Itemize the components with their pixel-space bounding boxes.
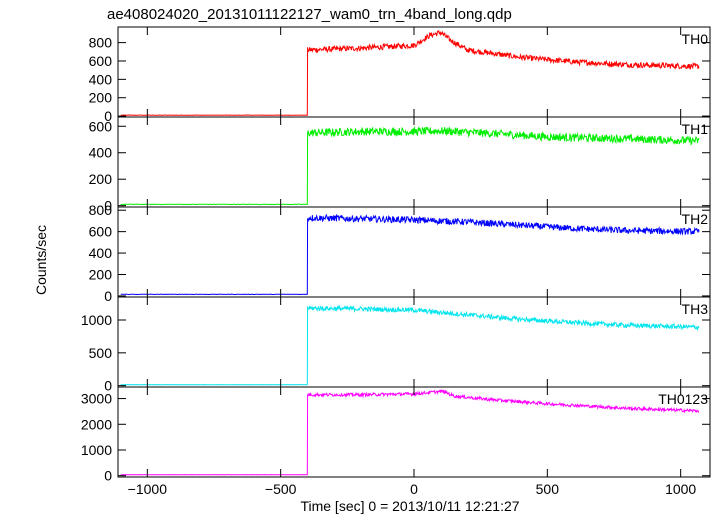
series-line-th2 xyxy=(120,213,700,296)
y-tick-label: 0 xyxy=(104,198,112,214)
panel-label: TH1 xyxy=(682,121,709,137)
panel-th0: 0 200 400 600 800 TH0 xyxy=(89,26,711,124)
y-tick-label: 800 xyxy=(89,35,113,51)
panel-th3: 0 500 1000 TH3 xyxy=(81,296,711,394)
series-line-th0123 xyxy=(120,389,700,476)
panel-th2: 0 200 400 600 800 TH2 xyxy=(89,202,711,304)
x-tick-label: −1000 xyxy=(128,481,168,497)
series-line-th3 xyxy=(120,304,700,386)
panel-label: TH0 xyxy=(682,31,709,47)
y-tick-label: 0 xyxy=(104,378,112,394)
panel-label: TH2 xyxy=(682,211,709,227)
series-line-th1 xyxy=(120,125,700,206)
panel-label: TH0123 xyxy=(658,391,708,407)
y-tick-label: 800 xyxy=(89,202,113,218)
y-tick-label: 0 xyxy=(104,288,112,304)
y-tick-label: 0 xyxy=(104,468,112,484)
x-tick-label: 0 xyxy=(410,481,418,497)
y-tick-label: 1000 xyxy=(81,312,112,328)
panel-th0123: 0 1000 2000 3000 −1000 −500 0 500 1000 TH0123 xyxy=(81,386,711,497)
y-tick-label: 400 xyxy=(89,145,113,161)
series-line-th0 xyxy=(120,29,700,116)
x-tick-label: 1000 xyxy=(665,481,696,497)
panels-group: 0 200 400 600 800 TH0 0 200 400 600 TH1 0 200 400 600 8… xyxy=(81,26,711,497)
y-tick-label: 200 xyxy=(89,267,113,283)
y-tick-label: 600 xyxy=(89,53,113,69)
panel-label: TH3 xyxy=(682,301,709,317)
y-tick-label: 0 xyxy=(104,108,112,124)
y-tick-label: 2000 xyxy=(81,416,112,432)
y-tick-label: 500 xyxy=(89,345,113,361)
y-axis-label: Counts/sec xyxy=(33,225,49,295)
y-tick-label: 400 xyxy=(89,245,113,261)
chart-title: ae408024020_20131011122127_wam0_trn_4ban… xyxy=(107,6,512,23)
y-tick-label: 3000 xyxy=(81,391,112,407)
x-axis-label: Time [sec] 0 = 2013/10/11 12:21:27 xyxy=(300,498,519,514)
x-tick-label: 500 xyxy=(536,481,560,497)
y-tick-label: 200 xyxy=(89,90,113,106)
x-tick-label: −500 xyxy=(265,481,297,497)
panel-frame xyxy=(117,386,711,478)
panel-th1: 0 200 400 600 TH1 xyxy=(89,116,711,214)
panel-frame xyxy=(117,26,711,118)
y-tick-label: 600 xyxy=(89,118,113,134)
y-tick-label: 600 xyxy=(89,224,113,240)
y-tick-label: 1000 xyxy=(81,442,112,458)
y-tick-label: 200 xyxy=(89,171,113,187)
y-tick-label: 400 xyxy=(89,71,113,87)
